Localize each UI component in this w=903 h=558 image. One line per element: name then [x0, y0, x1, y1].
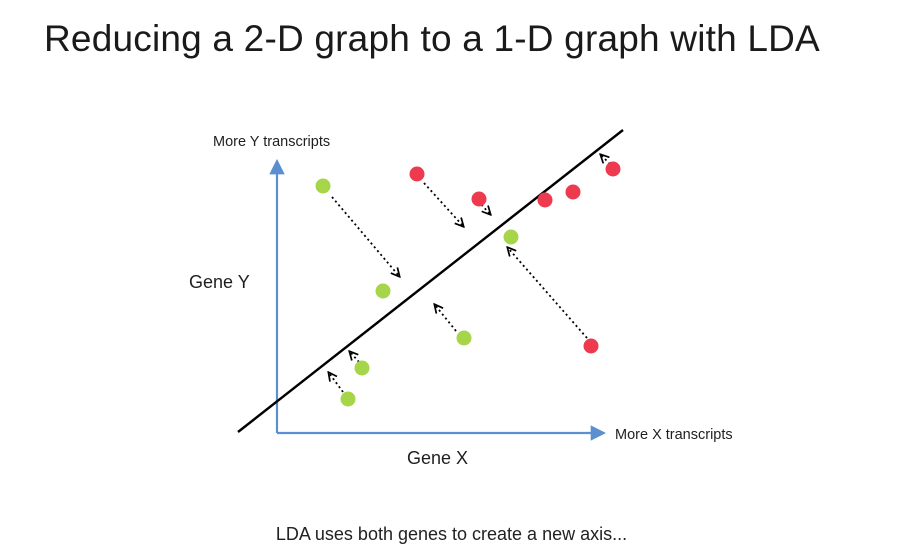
green-point — [375, 283, 391, 299]
projection-arrow — [435, 305, 457, 332]
red-point — [565, 184, 581, 200]
projection-arrow — [331, 196, 399, 276]
projection-arrow — [423, 182, 463, 226]
red-point — [583, 338, 599, 354]
gene-y-label: Gene Y — [189, 272, 250, 292]
red-point — [471, 191, 487, 207]
green-point — [456, 330, 472, 346]
green-point — [340, 391, 356, 407]
gene-x-label: Gene X — [407, 448, 468, 468]
green-point — [315, 178, 331, 194]
projection-arrow — [350, 352, 360, 363]
red-point — [605, 161, 621, 177]
green-point — [503, 229, 519, 245]
projection-arrow — [508, 248, 588, 339]
slide-title: Reducing a 2-D graph to a 1-D graph with… — [44, 18, 820, 59]
green-point — [354, 360, 370, 376]
red-point — [409, 166, 425, 182]
lda-diagram: More Y transcripts More X transcripts Ge… — [189, 129, 733, 468]
projection-arrow — [329, 373, 344, 393]
lda-new-axis-line — [237, 129, 624, 433]
projection-arrow — [601, 155, 611, 165]
red-point — [537, 192, 553, 208]
x-axis-right-label: More X transcripts — [615, 427, 733, 443]
y-axis-top-label: More Y transcripts — [213, 134, 330, 150]
slide-caption: LDA uses both genes to create a new axis… — [275, 524, 628, 544]
